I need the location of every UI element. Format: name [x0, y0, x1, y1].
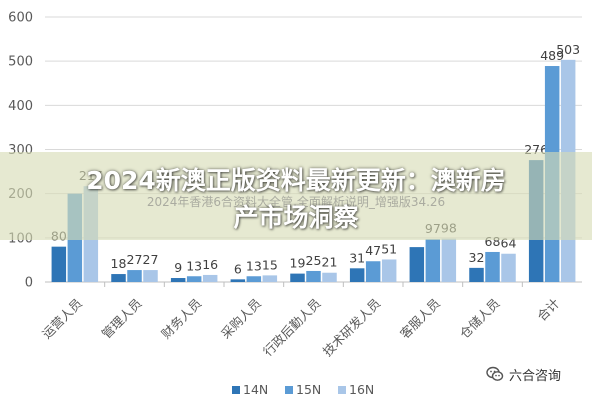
data-label: 503: [556, 42, 580, 57]
data-label: 9: [174, 260, 182, 275]
overlay-title-line1: 2024新澳正版资料最新更新：澳新房: [86, 166, 506, 195]
x-category-label: 合计: [534, 296, 562, 324]
x-category-label: 行政后勤人员: [260, 296, 324, 360]
title-overlay-band: [0, 152, 592, 240]
overlay-title-line2: 产市场洞察: [233, 203, 359, 232]
x-category-label: 仓储人员: [457, 296, 503, 342]
x-category-label: 技术研发人员: [320, 296, 384, 360]
data-label: 489: [540, 48, 564, 63]
watermark-text: 六合咨询: [509, 368, 562, 384]
bar: [425, 239, 441, 282]
bar: [230, 279, 246, 282]
y-tick-label: 500: [8, 55, 33, 70]
x-category-label: 采购人员: [218, 296, 264, 342]
x-category-label: 财务人员: [158, 296, 204, 342]
data-label: 31: [349, 250, 365, 265]
data-label: 6: [234, 261, 242, 276]
data-label: 25: [306, 253, 322, 268]
data-label: 16: [202, 257, 218, 272]
legend-label: 14N: [243, 382, 268, 397]
bar: [143, 270, 158, 282]
bar: [186, 276, 202, 282]
legend-swatch: [285, 386, 293, 394]
bar: [306, 270, 321, 282]
wechat-icon: [486, 366, 504, 381]
bar: [485, 251, 500, 282]
legend-label: 16N: [349, 382, 374, 397]
bar: [246, 276, 262, 282]
bar: [111, 274, 126, 282]
bar: [381, 259, 397, 282]
bar: [349, 268, 365, 282]
legend-swatch: [232, 386, 240, 394]
bar: [469, 267, 484, 282]
x-category-label: 运营人员: [39, 296, 85, 342]
x-category-label: 管理人员: [99, 296, 145, 342]
bar: [127, 270, 142, 282]
y-tick-label: 400: [8, 99, 33, 114]
bar: [51, 246, 67, 282]
bar: [170, 278, 186, 282]
data-label: 47: [365, 243, 381, 258]
x-category-label: 客服人员: [397, 296, 443, 342]
bar: [441, 238, 457, 282]
data-label: 51: [381, 241, 397, 256]
legend-swatch: [338, 386, 346, 394]
watermark: 六合咨询: [486, 363, 561, 385]
y-tick-label: 0: [25, 276, 33, 291]
bar: [409, 247, 425, 282]
y-tick-label: 600: [8, 11, 33, 26]
data-label: 18: [111, 256, 127, 271]
bar: [365, 261, 381, 282]
bar: [322, 272, 337, 282]
legend-label: 15N: [296, 382, 321, 397]
data-label: 15: [262, 257, 278, 272]
data-label: 21: [322, 255, 338, 270]
data-label: 32: [469, 250, 485, 265]
bar: [290, 273, 305, 282]
bar: [501, 253, 516, 282]
data-label: 13: [186, 258, 202, 273]
data-label: 27: [143, 252, 159, 267]
data-label: 13: [246, 258, 262, 273]
data-label: 19: [290, 256, 306, 271]
bar: [202, 274, 218, 282]
bar: [262, 275, 278, 282]
overlay-subtitle: 2024年香港6合资料大全管,全面解析说明_增强版34.26: [146, 195, 446, 209]
data-label: 27: [127, 252, 143, 267]
